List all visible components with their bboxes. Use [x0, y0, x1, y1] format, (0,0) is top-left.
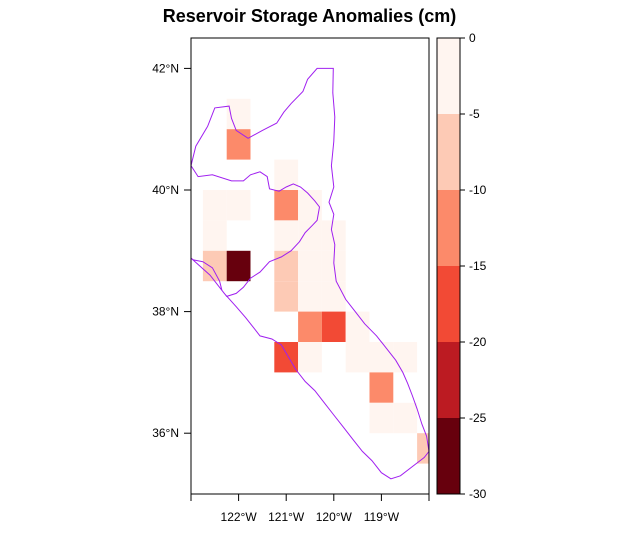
colorbar-swatch	[437, 266, 460, 342]
colorbar-swatch	[437, 418, 460, 494]
anomaly-cell	[298, 281, 322, 312]
anomaly-cell	[226, 129, 251, 160]
anomaly-cell	[393, 402, 418, 434]
colorbar-swatch	[437, 190, 460, 266]
anomaly-cell	[202, 250, 227, 282]
colorbar-label: -15	[469, 259, 487, 273]
anomaly-cell	[321, 311, 346, 342]
map-title: Reservoir Storage Anomalies (cm)	[162, 6, 457, 26]
anomaly-cell	[274, 220, 299, 251]
anomaly-cell	[274, 159, 299, 190]
anomaly-cell	[345, 311, 370, 342]
anomaly-cell	[369, 402, 394, 434]
x-tick-label: 122°W	[221, 510, 258, 524]
anomaly-cell	[298, 190, 322, 221]
y-axis: 36°N 38°N 40°N 42°N	[152, 61, 191, 440]
anomaly-cell	[274, 190, 299, 221]
colorbar-label: -25	[469, 411, 487, 425]
anomaly-cell	[345, 342, 370, 373]
x-tick-label: 121°W	[268, 510, 305, 524]
x-tick-label: 120°W	[316, 510, 353, 524]
anomaly-cell	[274, 342, 299, 373]
colorbar-legend: 0 -5 -10 -15 -20 -25 -30	[436, 31, 487, 501]
anomaly-cell	[298, 250, 322, 282]
y-tick-label: 40°N	[152, 183, 179, 197]
anomaly-cell	[417, 433, 429, 464]
colorbar-swatch	[437, 342, 460, 418]
anomaly-cell	[298, 311, 322, 342]
y-tick-label: 42°N	[152, 61, 179, 75]
x-tick-label: 119°W	[364, 510, 400, 524]
anomaly-cell	[202, 220, 227, 251]
y-tick-label: 38°N	[152, 305, 179, 319]
colorbar-label: -20	[469, 335, 487, 349]
colorbar-swatch	[437, 114, 460, 190]
colorbar-label: -30	[469, 487, 487, 501]
anomaly-cell	[321, 281, 346, 312]
anomaly-cell	[226, 250, 251, 282]
anomaly-cell	[274, 281, 299, 312]
y-tick-label: 36°N	[152, 426, 179, 440]
anomaly-cell	[202, 190, 227, 221]
anomaly-cell	[298, 342, 322, 373]
anomaly-cell	[298, 220, 322, 251]
anomaly-cell	[226, 190, 251, 221]
colorbar-label: -10	[469, 183, 487, 197]
x-axis: 122°W 121°W 120°W 119°W	[190, 493, 430, 524]
colorbar-label: -5	[469, 107, 480, 121]
colorbar-label: 0	[469, 31, 476, 45]
anomaly-cell	[274, 250, 299, 282]
anomaly-cell	[393, 342, 418, 373]
anomaly-grid	[202, 98, 429, 464]
anomaly-cell	[369, 372, 394, 403]
anomaly-cell	[321, 220, 346, 251]
anomaly-cell	[369, 342, 394, 373]
colorbar-swatch	[437, 38, 460, 114]
